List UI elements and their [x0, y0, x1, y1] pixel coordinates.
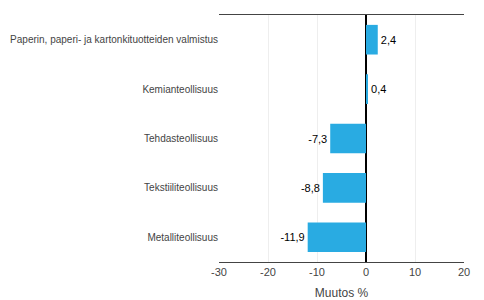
svg-text:20: 20: [458, 266, 470, 278]
svg-text:-11,9: -11,9: [280, 231, 304, 243]
svg-text:0,4: 0,4: [371, 83, 386, 95]
svg-text:Metalliteollisuus: Metalliteollisuus: [147, 232, 218, 243]
svg-text:-7,3: -7,3: [308, 133, 327, 145]
svg-text:-20: -20: [260, 266, 276, 278]
svg-text:Tehdasteollisuus: Tehdasteollisuus: [144, 133, 218, 144]
svg-text:Muutos %: Muutos %: [315, 286, 369, 300]
svg-text:-10: -10: [309, 266, 325, 278]
svg-text:-30: -30: [211, 266, 227, 278]
svg-text:0: 0: [363, 266, 369, 278]
svg-text:Paperin, paperi- ja kartonkitu: Paperin, paperi- ja kartonkituotteiden v…: [10, 34, 218, 45]
svg-text:2,4: 2,4: [381, 34, 396, 46]
svg-text:-8,8: -8,8: [301, 182, 320, 194]
svg-text:Tekstiiliteollisuus: Tekstiiliteollisuus: [144, 182, 218, 193]
svg-text:10: 10: [409, 266, 421, 278]
svg-text:Kemianteollisuus: Kemianteollisuus: [142, 84, 218, 95]
